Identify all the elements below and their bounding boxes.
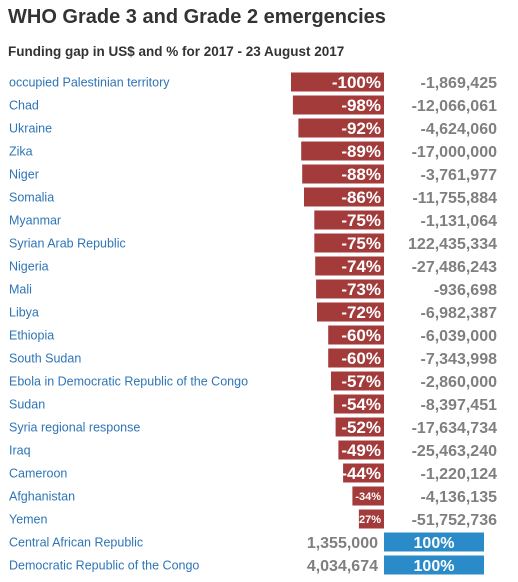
bar [328, 325, 384, 345]
bar [317, 302, 384, 322]
bar [315, 256, 384, 276]
percent-label: -27% [355, 514, 381, 526]
amount-label: -7,343,998 [420, 351, 497, 368]
category-label: Syrian Arab Republic [9, 237, 126, 251]
category-label: Zika [9, 145, 33, 159]
category-label: Democratic Republic of the Congo [9, 559, 199, 573]
amount-label: -17,000,000 [412, 144, 498, 161]
bar [331, 371, 384, 391]
bar [314, 210, 385, 230]
amount-label: -1,869,425 [420, 75, 497, 92]
category-label: Somalia [9, 191, 54, 205]
chart-title: WHO Grade 3 and Grade 2 emergencies [8, 6, 386, 28]
amount-label: -2,860,000 [420, 374, 497, 391]
bar [384, 555, 484, 575]
amount-label: -1,131,064 [420, 213, 497, 230]
category-label: Afghanistan [9, 490, 75, 504]
bar [343, 463, 384, 483]
amount-label: -3,761,977 [420, 167, 497, 184]
amount-label: -4,136,135 [420, 489, 497, 506]
bar [302, 164, 384, 184]
bar [338, 440, 384, 460]
percent-label: -72% [341, 303, 381, 322]
category-label: Nigeria [9, 260, 49, 274]
category-label: Libya [9, 306, 39, 320]
category-label: Myanmar [9, 214, 61, 228]
percent-label: -98% [341, 96, 381, 115]
category-label: Cameroon [9, 467, 67, 481]
category-label: Yemen [9, 513, 48, 527]
chart-subtitle: Funding gap in US$ and % for 2017 - 23 A… [8, 44, 345, 59]
amount-label: 4,034,674 [307, 558, 378, 575]
percent-label: -75% [341, 234, 381, 253]
bar [335, 417, 384, 437]
amount-label: -8,397,451 [420, 397, 497, 414]
category-label: Mali [9, 283, 32, 297]
bar [298, 118, 384, 138]
amount-label: 1,355,000 [307, 535, 378, 552]
category-label: Ebola in Democratic Republic of the Cong… [9, 375, 248, 389]
percent-label: -54% [341, 395, 381, 414]
bar [352, 486, 384, 506]
category-label: Ethiopia [9, 329, 54, 343]
amount-label: -6,982,387 [420, 305, 497, 322]
percent-label: -57% [341, 372, 381, 391]
percent-label: -52% [341, 418, 381, 437]
category-label: Central African Republic [9, 536, 143, 550]
percent-label: -75% [341, 211, 381, 230]
bar [316, 279, 384, 299]
category-label: Chad [9, 99, 39, 113]
amount-label: -51,752,736 [412, 512, 498, 529]
amount-label: -1,220,124 [420, 466, 497, 483]
percent-label: -44% [341, 464, 381, 483]
bar [328, 348, 384, 368]
percent-label: -86% [341, 188, 381, 207]
category-label: Ukraine [9, 122, 52, 136]
percent-label: -74% [341, 257, 381, 276]
percent-label: -73% [341, 280, 381, 299]
amount-label: -12,066,061 [412, 98, 498, 115]
category-label: Sudan [9, 398, 45, 412]
category-label: Iraq [9, 444, 31, 458]
bar [291, 72, 384, 92]
amount-label: -25,463,240 [412, 443, 498, 460]
percent-label: 100% [414, 535, 455, 552]
category-label: Syria regional response [9, 421, 140, 435]
percent-label: -49% [341, 441, 381, 460]
percent-label: -100% [332, 73, 381, 92]
percent-label: -60% [341, 326, 381, 345]
category-label: South Sudan [9, 352, 81, 366]
amount-label: -4,624,060 [420, 121, 497, 138]
bar [333, 394, 384, 414]
bar [358, 509, 384, 529]
percent-label: -34% [355, 491, 381, 503]
amount-label: -27,486,243 [412, 259, 498, 276]
category-label: occupied Palestinian territory [9, 76, 170, 90]
category-label: Niger [9, 168, 39, 182]
bar [304, 187, 384, 207]
percent-label: 100% [414, 558, 455, 575]
bar [314, 233, 385, 253]
amount-label: -11,755,884 [412, 190, 497, 207]
percent-label: -92% [341, 119, 381, 138]
amount-label: -17,634,734 [412, 420, 498, 437]
bar [292, 95, 384, 115]
percent-label: -60% [341, 349, 381, 368]
bar [384, 532, 484, 552]
amount-label: -6,039,000 [420, 328, 497, 345]
amount-label: -936,698 [434, 282, 497, 299]
amount-label: 122,435,334 [408, 236, 497, 253]
bar [301, 141, 384, 161]
percent-label: -89% [341, 142, 381, 161]
percent-label: -88% [341, 165, 381, 184]
